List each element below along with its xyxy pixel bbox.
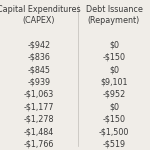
Text: -$942: -$942 <box>27 40 51 50</box>
Text: -$939: -$939 <box>27 78 51 87</box>
Text: -$1,063: -$1,063 <box>24 90 54 99</box>
Text: -$952: -$952 <box>102 90 126 99</box>
Text: -$1,766: -$1,766 <box>24 140 54 148</box>
Text: -$845: -$845 <box>27 65 51 74</box>
Text: -$150: -$150 <box>102 115 126 124</box>
Text: -$150: -$150 <box>102 53 126 62</box>
Text: $9,101: $9,101 <box>100 78 128 87</box>
Text: -$519: -$519 <box>102 140 126 148</box>
Text: $0: $0 <box>109 102 119 111</box>
Text: -$1,177: -$1,177 <box>24 102 54 111</box>
Text: -$1,500: -$1,500 <box>99 127 129 136</box>
Text: $0: $0 <box>109 40 119 50</box>
Text: $0: $0 <box>109 65 119 74</box>
Text: Capital Expenditures
(CAPEX): Capital Expenditures (CAPEX) <box>0 4 81 25</box>
Text: -$1,484: -$1,484 <box>24 127 54 136</box>
Text: -$836: -$836 <box>28 53 50 62</box>
Text: -$1,278: -$1,278 <box>24 115 54 124</box>
Text: Debt Issuance
(Repayment): Debt Issuance (Repayment) <box>85 4 142 25</box>
